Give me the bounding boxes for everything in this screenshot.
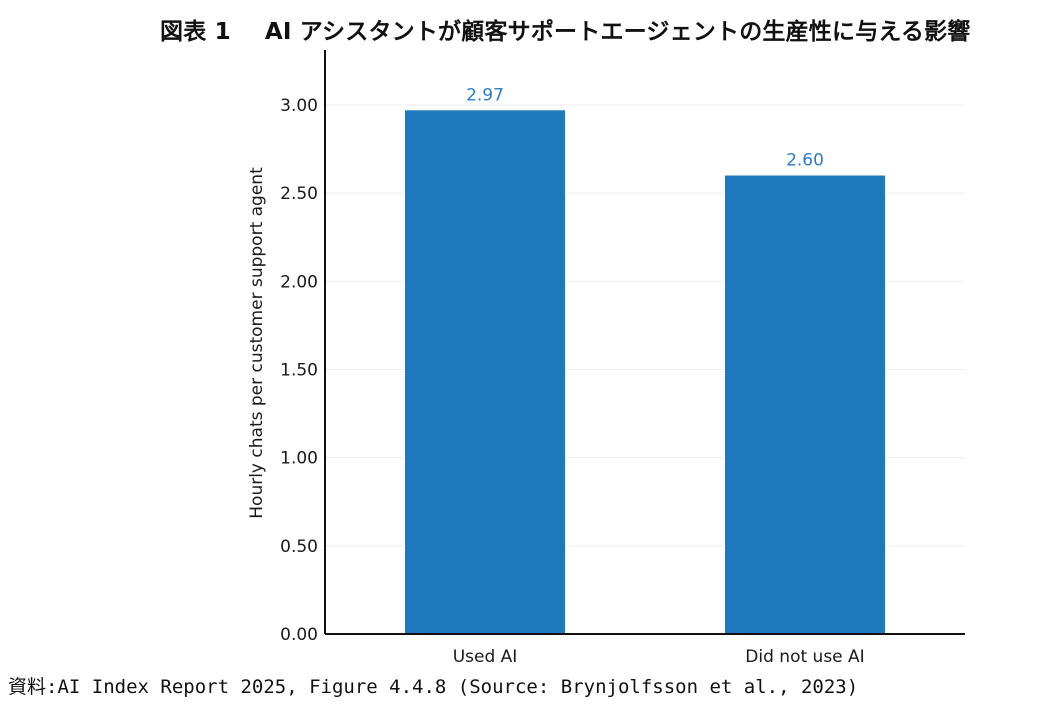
y-tick-label: 0.50 (280, 537, 318, 557)
y-tick-label: 0.00 (280, 625, 318, 645)
x-tick-labels: Used AI Did not use AI (453, 647, 865, 667)
figure-title: 図表 1 AI アシスタントが顧客サポートエージェントの生産性に与える影響 (160, 12, 971, 46)
figure-title-text: AI アシスタントが顧客サポートエージェントの生産性に与える影響 (264, 19, 971, 45)
y-tick-label: 2.50 (280, 184, 318, 204)
figure-number: 図表 1 (160, 19, 231, 45)
axes (324, 50, 965, 635)
data-label: 2.97 (466, 85, 504, 105)
y-tick-labels: 0.00 0.50 1.00 1.50 2.00 2.50 3.00 (280, 96, 318, 645)
x-tick-label: Did not use AI (745, 647, 864, 667)
y-tick-label: 1.50 (280, 361, 318, 381)
source-note: 資料:AI Index Report 2025, Figure 4.4.8 (S… (8, 676, 859, 698)
bar-1 (405, 110, 565, 635)
y-tick-label: 2.00 (280, 272, 318, 292)
bar-2 (725, 175, 885, 635)
bars (405, 110, 885, 635)
data-label: 2.60 (786, 151, 824, 171)
y-axis-label: Hourly chats per customer support agent (247, 167, 267, 519)
data-labels: 2.97 2.60 (466, 85, 824, 170)
y-tick-label: 3.00 (280, 96, 318, 116)
x-tick-label: Used AI (453, 647, 518, 667)
y-tick-label: 1.00 (280, 449, 318, 469)
